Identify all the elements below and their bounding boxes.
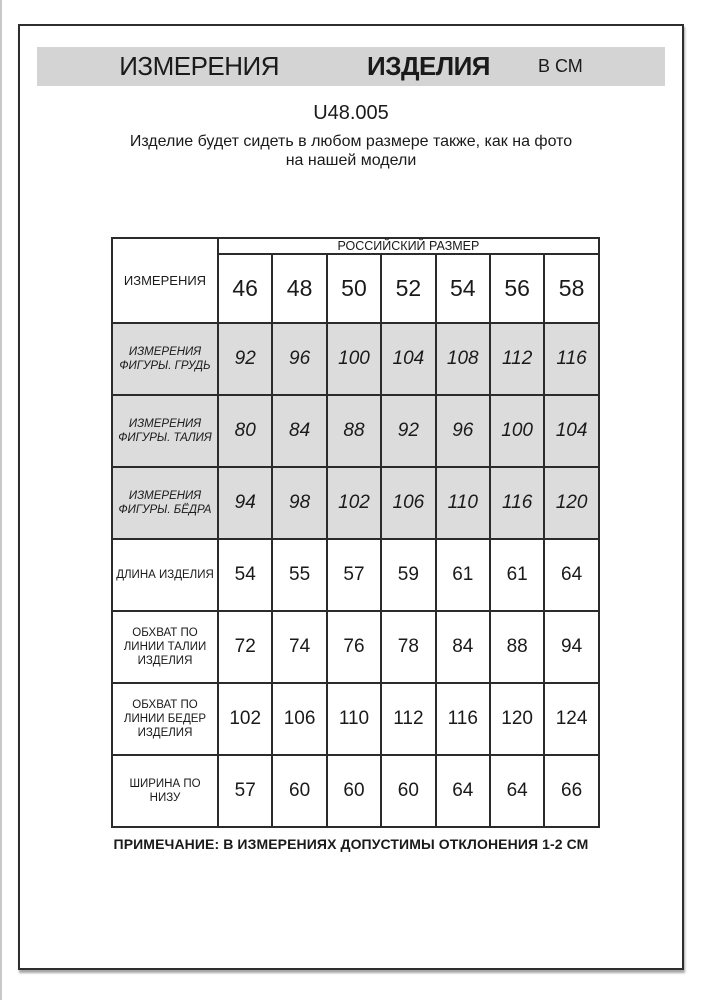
table-cell-value: 72 [216,610,274,684]
table-row-figure-chest: ИЗМЕРЕНИЯ ФИГУРЫ. ГРУДЬ 92 96 100 104 10… [111,322,600,396]
size-column-header: 50 [325,253,383,324]
table-cell-value: 92 [380,394,437,468]
table-cell-value: 74 [271,610,328,684]
table-cell-value: 94 [543,610,600,684]
row-label: ИЗМЕРЕНИЯ ФИГУРЫ. ГРУДЬ [111,322,219,396]
table-row-garment-length: ДЛИНА ИЗДЕЛИЯ 54 55 57 59 61 61 64 [111,538,600,612]
row-label: ИЗМЕРЕНИЯ ФИГУРЫ. ТАЛИЯ [111,394,219,468]
table-cell-value: 116 [543,322,600,396]
size-column-header: 56 [488,253,546,324]
table-row-figure-waist: ИЗМЕРЕНИЯ ФИГУРЫ. ТАЛИЯ 80 84 88 92 96 1… [111,394,600,468]
table-cell-value: 108 [434,322,491,396]
title-word-measurements: ИЗМЕРЕНИЯ [119,51,280,81]
row-label: ШИРИНА ПО НИЗУ [111,754,219,828]
table-sizes-row: 46 48 50 52 54 56 58 [112,253,600,324]
table-cell-value: 92 [216,322,274,396]
title-word-garment: ИЗДЕЛИЯ [367,51,490,81]
table-cell-value: 100 [325,322,383,396]
table-cell-value: 59 [380,538,437,612]
document-page: ИЗМЕРЕНИЯ ИЗДЕЛИЯ В СМ U48.005 Изделие б… [18,24,684,970]
row-label: ОБХВАТ ПО ЛИНИИ ТАЛИИ ИЗДЕЛИЯ [111,610,219,684]
table-cell-value: 112 [488,322,546,396]
scan-edge-artifact [0,0,2,1000]
table-cell-value: 100 [488,394,546,468]
table-cell-value: 84 [271,394,328,468]
table-cell-value: 110 [325,682,383,756]
table-cell-value: 102 [325,466,383,540]
table-row-figure-hips: ИЗМЕРЕНИЯ ФИГУРЫ. БЁДРА 94 98 102 106 11… [111,466,600,540]
size-column-header: 52 [380,253,437,324]
size-table: ИЗМЕРЕНИЯ РОССИЙСКИЙ РАЗМЕР 46 48 50 52 … [111,237,600,828]
table-row-garment-hip-girth: ОБХВАТ ПО ЛИНИИ БЕДЕР ИЗДЕЛИЯ 102 106 11… [111,682,600,756]
model-code: U48.005 [313,102,389,124]
table-cell-value: 60 [325,754,383,828]
table-cell-value: 88 [325,394,383,468]
table-cell-value: 112 [380,682,437,756]
table-cell-value: 54 [216,538,274,612]
table-row-bottom-width: ШИРИНА ПО НИЗУ 57 60 60 60 64 64 66 [111,754,600,828]
size-column-header: 54 [434,253,491,324]
table-cell-value: 78 [380,610,437,684]
table-corner-label: ИЗМЕРЕНИЯ [111,237,219,324]
table-cell-value: 124 [543,682,600,756]
table-cell-value: 116 [488,466,546,540]
table-cell-value: 104 [543,394,600,468]
table-cell-value: 106 [271,682,328,756]
table-cell-value: 60 [380,754,437,828]
title-unit-cm: В СМ [537,56,583,76]
table-cell-value: 96 [434,394,491,468]
size-column-header: 58 [543,253,600,324]
description-text: Изделие будет сидеть в любом размере так… [129,133,573,169]
table-cell-value: 84 [434,610,491,684]
table-cell-value: 64 [543,538,600,612]
table-cell-value: 80 [216,394,274,468]
table-cell-value: 55 [271,538,328,612]
table-cell-value: 57 [216,754,274,828]
table-cell-value: 64 [488,754,546,828]
table-cell-value: 76 [325,610,383,684]
table-cell-value: 98 [271,466,328,540]
table-cell-value: 104 [380,322,437,396]
row-label: ИЗМЕРЕНИЯ ФИГУРЫ. БЁДРА [111,466,219,540]
table-cell-value: 66 [543,754,600,828]
table-cell-value: 96 [271,322,328,396]
table-cell-value: 94 [216,466,274,540]
row-label: ДЛИНА ИЗДЕЛИЯ [111,538,219,612]
table-cell-value: 61 [434,538,491,612]
table-cell-value: 120 [543,466,600,540]
title-bar: ИЗМЕРЕНИЯ ИЗДЕЛИЯ В СМ [37,47,665,86]
table-cell-value: 120 [488,682,546,756]
row-label: ОБХВАТ ПО ЛИНИИ БЕДЕР ИЗДЕЛИЯ [111,682,219,756]
table-row-garment-waist-girth: ОБХВАТ ПО ЛИНИИ ТАЛИИ ИЗДЕЛИЯ 72 74 76 7… [111,610,600,684]
russian-size-header: РОССИЙСКИЙ РАЗМЕР [217,237,600,255]
description-wrap: Изделие будет сидеть в любом размере так… [20,132,682,170]
table-cell-value: 116 [434,682,491,756]
size-column-header: 46 [216,253,274,324]
table-cell-value: 57 [325,538,383,612]
size-column-header: 48 [271,253,328,324]
table-cell-value: 61 [488,538,546,612]
table-cell-value: 106 [380,466,437,540]
table-cell-value: 110 [434,466,491,540]
table-cell-value: 102 [216,682,274,756]
table-cell-value: 88 [488,610,546,684]
table-cell-value: 60 [271,754,328,828]
table-cell-value: 64 [434,754,491,828]
note-text: ПРИМЕЧАНИЕ: В ИЗМЕРЕНИЯХ ДОПУСТИМЫ ОТКЛО… [113,836,589,852]
table-group-header-row: ИЗМЕРЕНИЯ РОССИЙСКИЙ РАЗМЕР [111,237,600,324]
